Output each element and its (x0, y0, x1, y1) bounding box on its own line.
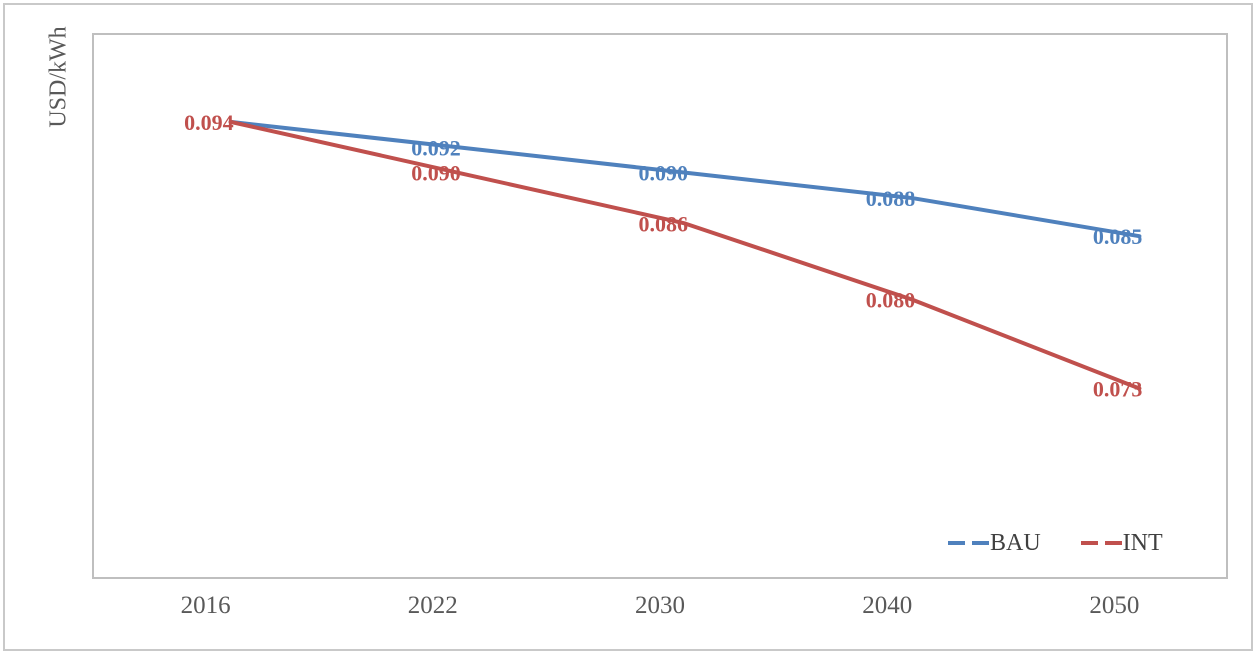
legend-label-bau: BAU (990, 529, 1041, 556)
legend-line-sample-bau (948, 541, 965, 545)
data-label-bau-2050: 0.085 (1093, 224, 1143, 249)
x-tick-label-2040: 2040 (862, 592, 913, 619)
data-label-bau-2030: 0.090 (639, 161, 689, 186)
legend: BAU INT (948, 529, 1163, 557)
legend-line-sample-int (1104, 541, 1122, 545)
plot-area (92, 33, 1228, 579)
legend-label-int: INT (1122, 529, 1163, 556)
data-label-int-2022: 0.090 (411, 161, 461, 186)
data-label-int-2050: 0.073 (1093, 377, 1143, 402)
legend-line-sample-bau (972, 541, 989, 545)
data-label-bau-2022: 0.092 (411, 135, 461, 160)
data-label-int-2040: 0.080 (866, 288, 916, 313)
legend-line-sample-int (1080, 541, 1098, 545)
x-tick-label-2016: 2016 (180, 592, 231, 619)
x-tick-label-2030: 2030 (635, 592, 685, 619)
data-label-int-2016: 0.094 (184, 110, 234, 135)
legend-entry-int: INT (1080, 529, 1163, 557)
series-line-int (228, 119, 1142, 391)
legend-entry-bau: BAU (948, 530, 1041, 557)
x-tick-label-2050: 2050 (1089, 592, 1140, 619)
data-label-bau-2040: 0.088 (866, 186, 916, 211)
data-label-int-2030: 0.086 (639, 211, 689, 236)
x-tick-label-2022: 2022 (407, 592, 458, 619)
series-line-bau (228, 119, 1142, 239)
